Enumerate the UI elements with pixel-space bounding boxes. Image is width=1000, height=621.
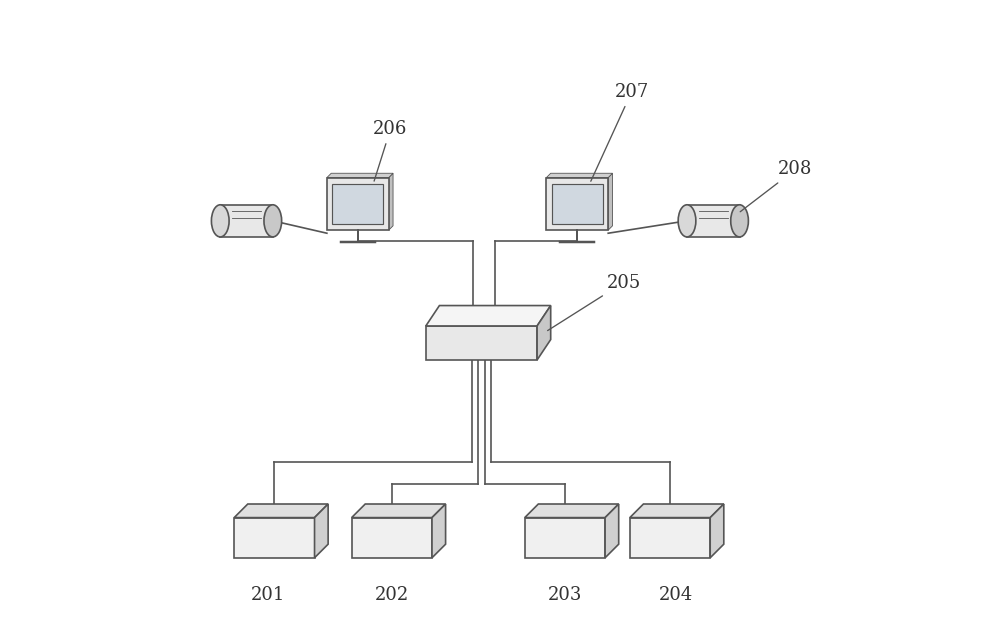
Polygon shape	[605, 504, 619, 558]
Text: 206: 206	[373, 120, 408, 181]
Polygon shape	[525, 504, 619, 518]
Polygon shape	[426, 306, 551, 326]
Polygon shape	[537, 306, 551, 360]
Polygon shape	[546, 178, 608, 230]
Polygon shape	[389, 173, 393, 230]
Polygon shape	[525, 518, 605, 558]
Ellipse shape	[678, 205, 696, 237]
Polygon shape	[315, 504, 328, 558]
Polygon shape	[432, 504, 446, 558]
Polygon shape	[710, 504, 724, 558]
Text: 203: 203	[548, 586, 582, 604]
Polygon shape	[608, 173, 613, 230]
Polygon shape	[552, 184, 603, 224]
Polygon shape	[327, 178, 389, 230]
Text: 205: 205	[548, 274, 641, 330]
Polygon shape	[352, 504, 446, 518]
Text: 202: 202	[375, 586, 409, 604]
Polygon shape	[630, 504, 724, 518]
Polygon shape	[220, 205, 273, 237]
Polygon shape	[687, 205, 740, 237]
Polygon shape	[234, 518, 315, 558]
Ellipse shape	[211, 205, 229, 237]
Polygon shape	[426, 326, 537, 360]
Text: 208: 208	[740, 160, 813, 212]
Ellipse shape	[731, 205, 748, 237]
Polygon shape	[352, 518, 432, 558]
Text: 201: 201	[251, 586, 285, 604]
Polygon shape	[332, 184, 383, 224]
Text: 207: 207	[591, 83, 649, 181]
Text: 204: 204	[659, 586, 693, 604]
Polygon shape	[327, 173, 393, 178]
Polygon shape	[546, 173, 613, 178]
Polygon shape	[630, 518, 710, 558]
Polygon shape	[234, 504, 328, 518]
Ellipse shape	[264, 205, 282, 237]
